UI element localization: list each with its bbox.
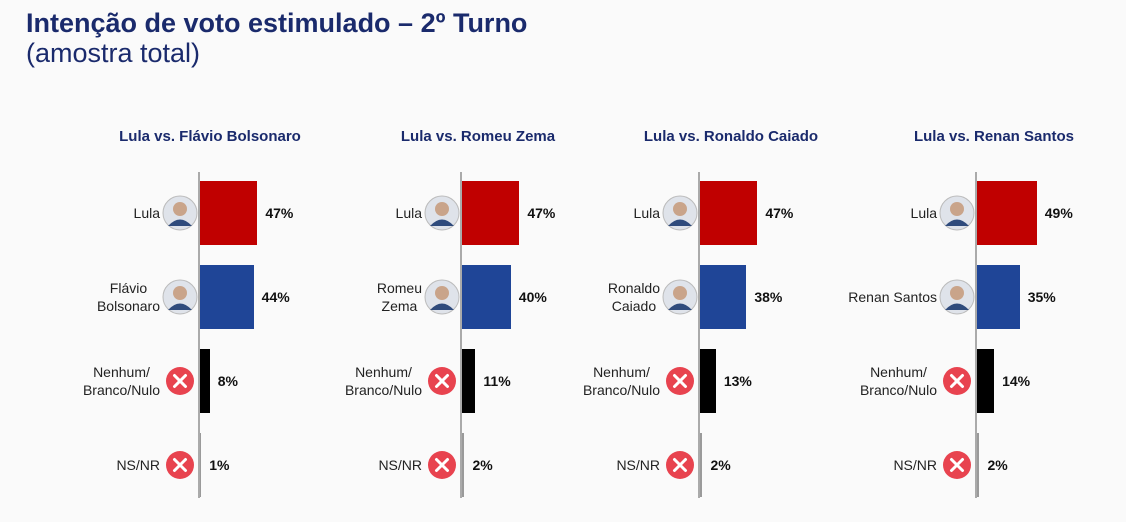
bar (200, 181, 258, 245)
category-label: Ronaldo Caiado (607, 280, 660, 314)
panel-title: Lula vs. Flávio Bolsonaro (119, 128, 301, 145)
category-label: Renan Santos (848, 289, 937, 305)
avatar (662, 279, 698, 315)
value-label: 8% (217, 373, 238, 389)
axis-line (975, 172, 977, 498)
category-label: NS/NR (116, 457, 160, 473)
category-label: Lula (633, 205, 660, 221)
bar (462, 181, 520, 245)
x-icon (428, 367, 456, 395)
panel-title: Lula vs. Ronaldo Caiado (643, 128, 819, 145)
category-label: NS/NR (378, 457, 422, 473)
x-icon (943, 367, 971, 395)
x-icon (428, 451, 456, 479)
value-label: 49% (1044, 205, 1073, 221)
bar (700, 265, 747, 329)
value-label: 44% (261, 289, 290, 305)
x-icon (666, 451, 694, 479)
value-label: 13% (723, 373, 752, 389)
avatar (939, 279, 975, 315)
value-label: 40% (518, 289, 547, 305)
value-label: 38% (754, 289, 783, 305)
category-label: NS/NR (893, 457, 937, 473)
category-label: Lula (133, 205, 160, 221)
category-label: Romeu Zema (376, 280, 422, 314)
avatar (424, 195, 460, 231)
value-label: 47% (527, 205, 556, 221)
main-title: Intenção de voto estimulado – 2º Turno (26, 8, 528, 38)
category-label: Lula (395, 205, 422, 221)
bar (977, 181, 1037, 245)
bar (977, 265, 1020, 329)
avatar (162, 195, 198, 231)
category-label: NS/NR (616, 457, 660, 473)
value-label: 2% (710, 457, 731, 473)
value-label: 11% (483, 373, 511, 389)
value-label: 35% (1027, 289, 1056, 305)
bar (700, 433, 703, 497)
category-label: Flávio Bolsonaro (96, 280, 160, 314)
subtitle: (amostra total) (26, 38, 201, 68)
bar (200, 265, 254, 329)
value-label: 2% (472, 457, 493, 473)
bar (200, 349, 210, 413)
category-label: Nenhum/ Branco/Nulo (582, 364, 660, 398)
axis-line (698, 172, 700, 498)
axis-line (198, 172, 200, 498)
bar (700, 349, 716, 413)
value-label: 2% (987, 457, 1008, 473)
x-icon (166, 367, 194, 395)
avatar (662, 195, 698, 231)
panel-title: Lula vs. Renan Santos (913, 128, 1075, 145)
bar (977, 433, 980, 497)
value-label: 47% (265, 205, 294, 221)
bar (977, 349, 995, 413)
category-label: Lula (910, 205, 937, 221)
avatar (424, 279, 460, 315)
bar (200, 433, 202, 497)
category-label: Nenhum/ Branco/Nulo (859, 364, 937, 398)
category-label: Nenhum/ Branco/Nulo (82, 364, 160, 398)
value-label: 14% (1002, 373, 1031, 389)
panel-title: Lula vs. Romeu Zema (400, 128, 556, 145)
value-label: 47% (765, 205, 794, 221)
axis-line (460, 172, 462, 498)
value-label: 1% (209, 457, 230, 473)
bar (462, 433, 465, 497)
x-icon (666, 367, 694, 395)
bar (462, 265, 511, 329)
avatar (939, 195, 975, 231)
x-icon (166, 451, 194, 479)
category-label: Nenhum/ Branco/Nulo (344, 364, 422, 398)
bar (700, 181, 758, 245)
x-icon (943, 451, 971, 479)
avatar (162, 279, 198, 315)
bar (462, 349, 476, 413)
